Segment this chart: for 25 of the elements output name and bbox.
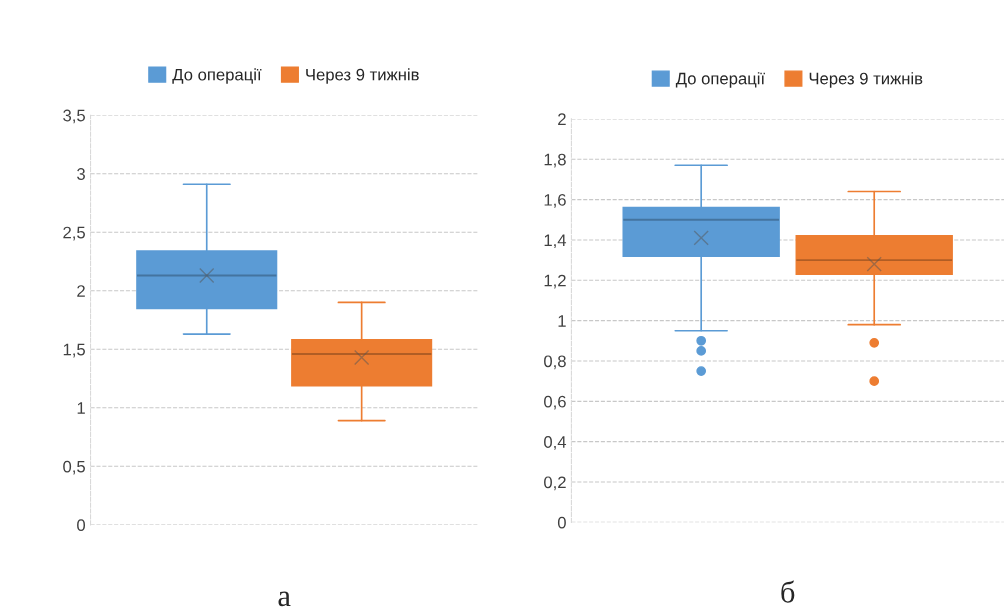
y-tick-label: 0,4 (544, 436, 567, 450)
y-tick-label: 1,2 (544, 274, 566, 289)
y-tick-label: 1,6 (544, 193, 566, 208)
y-tick-label: 0 (557, 516, 566, 529)
y-tick-label: 1 (77, 402, 85, 414)
y-tick-label: 0,6 (544, 395, 566, 410)
y-tick-label: 3,5 (63, 109, 85, 124)
y-tick-label: 0,5 (63, 460, 85, 475)
legend-label: До операції (675, 72, 765, 88)
text: а (278, 591, 291, 607)
y-tick-label: 3 (77, 168, 85, 180)
text: б (781, 580, 795, 603)
y-tick-label: 1,8 (544, 153, 566, 168)
y-tick-label: 2 (558, 113, 566, 125)
legend-label: Через 9 тижнів (306, 68, 419, 84)
y-tick-label: 2,5 (63, 226, 85, 241)
legend-label: Через 9 тижнів (809, 72, 923, 88)
y-tick-label: 0,2 (544, 476, 566, 491)
y-tick-label: 1 (558, 315, 566, 327)
legend-label: До операції (172, 68, 262, 84)
y-tick-label: 0,8 (544, 355, 566, 370)
y-tick-label: 1,5 (63, 343, 85, 358)
y-tick-label: 1,4 (544, 234, 567, 249)
y-tick-label: 2 (77, 285, 85, 297)
y-tick-label: 0 (77, 519, 86, 532)
